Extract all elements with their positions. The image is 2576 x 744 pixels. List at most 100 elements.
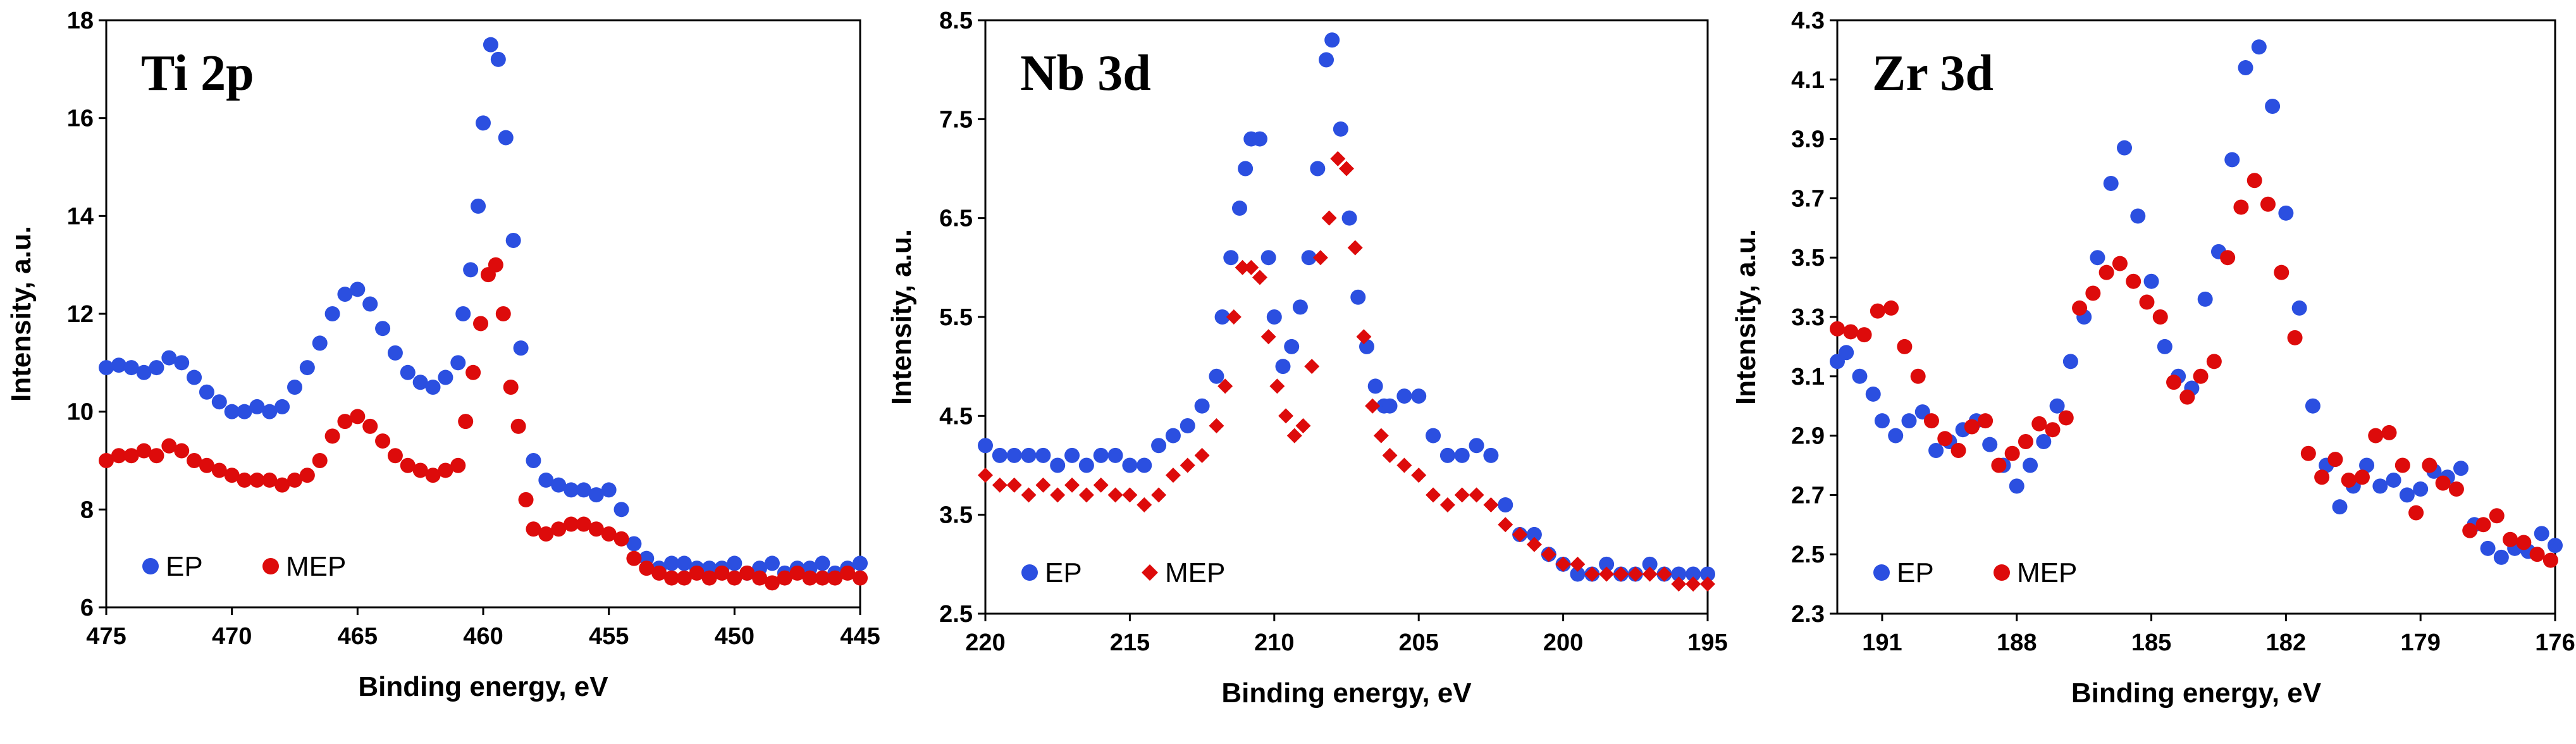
data-point-ep [2157, 338, 2172, 354]
data-point-mep [2300, 445, 2316, 461]
data-point-ep [1107, 447, 1123, 463]
data-point-ep [538, 472, 554, 488]
x-tick-label: 215 [1110, 629, 1150, 656]
x-tick-label: 455 [589, 623, 629, 650]
y-tick-label: 7.5 [939, 106, 973, 133]
x-tick-label: 465 [338, 623, 378, 650]
data-point-ep [1165, 428, 1181, 443]
x-tick-label: 205 [1398, 629, 1438, 656]
data-point-ep [513, 340, 529, 356]
data-point-mep [1243, 259, 1259, 275]
data-point-mep [488, 257, 503, 273]
data-point-ep [1252, 131, 1267, 147]
data-point-ep [1982, 437, 1998, 452]
data-point-mep [1078, 487, 1094, 503]
data-point-ep [1006, 447, 1022, 463]
data-point-ep [1498, 497, 1513, 513]
data-point-ep [483, 37, 498, 53]
data-point-mep [651, 565, 667, 581]
data-point-ep [2305, 398, 2320, 414]
x-tick-label: 210 [1254, 629, 1294, 656]
data-point-mep [764, 575, 780, 591]
data-point-ep [2238, 60, 2253, 76]
y-tick-label: 16 [67, 106, 94, 132]
data-point-mep [299, 468, 315, 483]
data-point-mep [1151, 487, 1167, 503]
data-point-mep [1107, 487, 1123, 503]
y-tick-label: 3.1 [1791, 364, 1825, 390]
data-point-ep [2049, 398, 2065, 414]
data-point-mep [1312, 250, 1328, 266]
data-point-mep [551, 521, 567, 537]
data-point-ep [1122, 457, 1138, 473]
data-point-ep [1275, 359, 1291, 375]
data-point-ep [526, 453, 541, 468]
data-point-ep [2480, 540, 2496, 556]
data-point-mep [2368, 428, 2384, 443]
data-point-ep [1642, 556, 1658, 572]
data-point-mep [1137, 497, 1152, 513]
data-point-mep [337, 414, 353, 430]
data-point-ep [1439, 447, 1455, 463]
data-point-mep [1339, 161, 1354, 177]
data-point-mep [1498, 517, 1513, 533]
data-point-mep [274, 477, 290, 493]
y-tick-label: 8.5 [939, 8, 973, 34]
data-point-ep [1526, 526, 1542, 542]
data-point-mep [1685, 576, 1701, 592]
chart-panel-1: 6 8 10 12 14 16 18 475 470 465 460 455 450 445 Binding… [6, 8, 880, 702]
y-tick-label: 4.1 [1791, 67, 1825, 94]
data-point-mep [1613, 566, 1629, 582]
data-point-ep [1396, 388, 1412, 404]
data-point-mep [1856, 327, 1872, 343]
data-point-ep [2534, 526, 2549, 542]
data-point-mep [815, 570, 830, 586]
data-point-ep [588, 487, 604, 503]
data-point-mep [199, 457, 214, 473]
data-point-mep [789, 565, 805, 581]
data-point-ep [2009, 478, 2024, 494]
data-point-ep [174, 355, 190, 371]
data-point-ep [274, 399, 290, 414]
data-point-ep [2251, 39, 2267, 55]
data-point-ep [1050, 457, 1066, 473]
data-point-ep [1928, 443, 1944, 459]
data-point-mep [387, 448, 403, 464]
data-point-ep [1367, 378, 1383, 394]
data-point-mep [362, 418, 378, 434]
data-point-ep [362, 296, 378, 312]
data-point-mep [601, 526, 617, 542]
data-point-ep [576, 482, 591, 498]
data-point-ep [337, 287, 353, 302]
data-point-mep [1584, 566, 1600, 582]
data-point-mep [1469, 487, 1484, 503]
data-point-ep [853, 555, 868, 571]
data-point-mep [2233, 199, 2249, 215]
data-point-mep [350, 409, 366, 425]
data-point-ep [1137, 457, 1152, 473]
data-point-mep [2098, 264, 2114, 280]
data-point-ep [2130, 208, 2146, 224]
data-point-mep [2381, 425, 2397, 440]
data-point-mep [174, 443, 190, 459]
data-point-ep [99, 360, 114, 376]
y-tick-label: 6.5 [939, 206, 973, 232]
x-tick-label: 450 [715, 623, 755, 650]
data-point-ep [1078, 457, 1094, 473]
data-point-mep [503, 380, 519, 395]
data-point-mep [802, 570, 818, 586]
x-axis-title: Binding energy, eV [2071, 678, 2322, 709]
y-tick-label: 5.5 [939, 304, 973, 331]
data-point-mep [1382, 447, 1398, 463]
data-point-mep [978, 468, 993, 483]
x-tick-label: 470 [212, 623, 252, 650]
data-point-mep [827, 570, 843, 586]
y-tick-label: 18 [67, 8, 94, 34]
data-point-mep [1021, 487, 1037, 503]
x-axis-title: Binding energy, eV [358, 671, 608, 702]
data-point-mep [1526, 536, 1542, 552]
data-point-mep [1356, 329, 1372, 345]
data-point-mep [518, 492, 534, 507]
data-point-mep [1194, 447, 1210, 463]
data-point-mep [412, 462, 428, 478]
